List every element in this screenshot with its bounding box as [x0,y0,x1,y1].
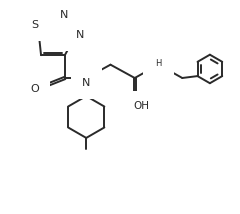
Text: N: N [60,10,68,21]
Text: N: N [82,78,91,88]
Text: OH: OH [133,101,150,111]
Text: N: N [76,30,85,40]
Text: N: N [155,54,163,64]
Text: H: H [156,59,162,68]
Text: S: S [31,20,38,30]
Text: O: O [30,84,39,94]
